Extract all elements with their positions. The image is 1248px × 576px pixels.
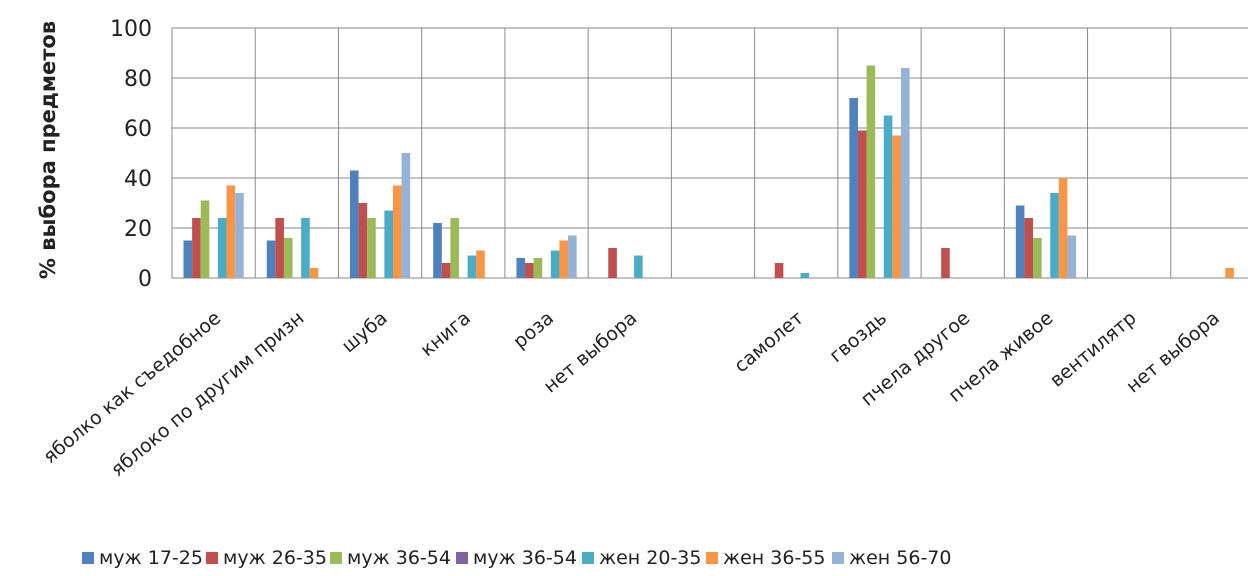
y-tick-label: 100: [110, 17, 152, 42]
bar: [857, 130, 867, 278]
x-tick-label: шуба: [338, 307, 392, 357]
y-tick-label: 0: [138, 267, 152, 292]
y-tick-labels: 0 20 40 60 80 100: [110, 17, 152, 292]
legend-label: жен 20-35: [599, 547, 701, 569]
legend-swatch: [206, 552, 218, 564]
bar: [1067, 235, 1077, 278]
bar: [441, 263, 451, 278]
bar: [200, 200, 210, 278]
bar: [1050, 193, 1059, 278]
legend-label: муж 36-54: [473, 547, 577, 569]
bar: [1015, 205, 1025, 278]
bar: [516, 258, 526, 278]
bar: [309, 268, 319, 278]
legend-swatch: [456, 552, 468, 564]
bar: [235, 193, 244, 278]
y-tick-label: 60: [124, 117, 152, 142]
y-tick-label: 80: [124, 67, 152, 92]
bar: [358, 203, 368, 278]
y-tick-label: 40: [124, 167, 152, 192]
legend-label: муж 36-54: [347, 547, 451, 569]
bar: [450, 218, 460, 278]
bar: [1225, 268, 1234, 278]
bar: [467, 255, 477, 278]
legend-swatch: [832, 552, 844, 564]
legend-label: жен 56-70: [849, 547, 951, 569]
legend-label: муж 17-25: [99, 547, 203, 569]
bar: [883, 115, 893, 278]
bar: [1024, 218, 1034, 278]
bar: [266, 240, 276, 278]
bar: [559, 240, 569, 278]
bar: [1058, 178, 1068, 278]
bar: [892, 135, 901, 278]
bar: [634, 255, 643, 278]
legend-label: жен 36-55: [723, 547, 825, 569]
bar: [183, 240, 193, 278]
legend-swatch: [706, 552, 718, 564]
bar: [349, 170, 359, 278]
bar: [608, 248, 617, 278]
bar: [275, 218, 284, 278]
legend-swatch: [82, 552, 94, 564]
legend: муж 17-25 муж 26-35 муж 36-54 муж 36-54 жен …: [82, 547, 951, 569]
x-tick-label: самолет: [730, 307, 808, 377]
bar: [550, 250, 560, 278]
bar: [900, 68, 910, 278]
bar: [1033, 238, 1042, 278]
bar: [384, 210, 393, 278]
bars: [183, 65, 1234, 278]
x-tick-label: книга: [416, 307, 474, 361]
y-axis-label: % выбора предметов: [36, 21, 60, 279]
bar: [217, 218, 227, 278]
bar: [800, 273, 810, 278]
x-tick-label: роза: [509, 307, 558, 353]
grid-lines: [171, 27, 1248, 279]
y-tick-label: 20: [124, 217, 152, 242]
bar: [941, 248, 950, 278]
bar: [774, 263, 784, 278]
bar: [849, 98, 858, 278]
bar: [301, 218, 310, 278]
bar: [568, 235, 577, 278]
x-tick-label: гвоздь: [825, 307, 891, 367]
bar: [392, 185, 402, 278]
legend-label: муж 26-35: [223, 547, 327, 569]
bar: [866, 65, 876, 278]
bar: [283, 238, 293, 278]
bar: [433, 223, 442, 278]
bar: [401, 153, 411, 278]
legend-swatch: [582, 552, 594, 564]
bar: [192, 218, 201, 278]
bar: [226, 185, 236, 278]
bar: [367, 218, 376, 278]
bar: [476, 250, 485, 278]
legend-swatch: [330, 552, 342, 564]
bar: [533, 258, 543, 278]
bar: [525, 263, 534, 278]
